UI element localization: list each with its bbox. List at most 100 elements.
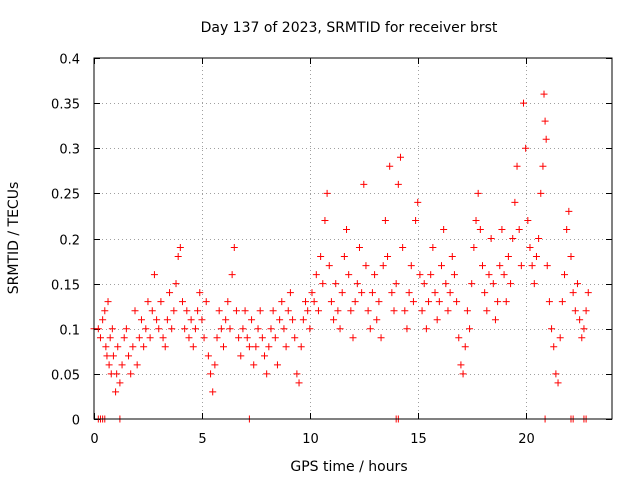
data-point: [351, 298, 359, 306]
data-point: [541, 117, 549, 125]
data-point: [96, 334, 104, 342]
data-point: [254, 325, 262, 333]
data-point: [578, 334, 586, 342]
y-tick-label: 0.3: [59, 143, 80, 158]
data-point: [282, 343, 290, 351]
data-point: [144, 298, 152, 306]
data-point: [198, 316, 206, 324]
data-point: [332, 280, 340, 288]
data-point: [401, 307, 409, 315]
x-tick-label: 10: [302, 432, 319, 447]
data-point: [330, 316, 338, 324]
data-point: [181, 325, 189, 333]
data-point: [105, 361, 113, 369]
data-point: [157, 298, 165, 306]
data-point: [312, 271, 320, 279]
data-point: [194, 307, 202, 315]
data-point: [386, 162, 394, 170]
y-tick-label: 0.4: [59, 53, 80, 68]
data-point: [403, 325, 411, 333]
data-point: [353, 280, 361, 288]
data-point: [183, 307, 191, 315]
data-point: [222, 316, 230, 324]
data-point: [118, 361, 126, 369]
y-tick-label: 0.1: [59, 324, 80, 339]
data-point: [293, 370, 301, 378]
data-point: [137, 316, 145, 324]
data-point: [325, 262, 333, 270]
data-point: [558, 298, 566, 306]
data-point: [127, 370, 135, 378]
data-point: [140, 343, 148, 351]
data-point: [511, 198, 519, 206]
data-point: [103, 352, 111, 360]
data-point: [472, 216, 480, 224]
data-point: [204, 352, 212, 360]
data-point: [565, 207, 573, 215]
data-point: [250, 361, 258, 369]
data-point: [112, 388, 120, 396]
data-point: [520, 99, 528, 107]
data-point: [483, 307, 491, 315]
data-point: [252, 343, 260, 351]
data-point: [548, 325, 556, 333]
data-point: [487, 235, 495, 242]
data-point: [135, 334, 143, 342]
data-point: [176, 244, 184, 252]
data-point: [308, 289, 316, 297]
data-point: [168, 325, 176, 333]
data-point: [321, 216, 329, 224]
data-point: [358, 289, 366, 297]
data-point: [561, 271, 569, 279]
data-point: [375, 298, 383, 306]
data-point: [366, 325, 374, 333]
data-point: [148, 307, 156, 315]
data-point: [573, 280, 581, 288]
data-point: [122, 325, 130, 333]
data-point: [535, 235, 543, 242]
data-point: [399, 244, 407, 252]
data-point: [196, 289, 204, 297]
data-point: [189, 343, 197, 351]
data-point: [178, 298, 186, 306]
data-point: [515, 225, 523, 233]
data-point: [258, 334, 266, 342]
data-point: [114, 343, 122, 351]
data-point: [522, 144, 530, 152]
data-point: [241, 307, 249, 315]
data-point: [379, 262, 387, 270]
data-point: [446, 289, 454, 297]
data-point: [220, 343, 227, 351]
data-point: [106, 334, 114, 342]
data-point: [418, 307, 426, 315]
data-point: [420, 280, 428, 288]
data-point: [295, 379, 303, 387]
x-tick-label: 20: [518, 432, 535, 447]
data-point: [504, 253, 512, 261]
data-point: [567, 253, 575, 261]
data-point: [388, 289, 396, 297]
data-point: [299, 316, 307, 324]
data-point: [191, 325, 199, 333]
data-point: [310, 298, 318, 306]
data-point: [323, 189, 331, 197]
y-tick-label: 0.05: [51, 369, 80, 384]
data-point: [496, 262, 504, 270]
data-point: [94, 325, 102, 333]
data-point: [224, 298, 232, 306]
data-points: [90, 90, 592, 423]
data-point: [470, 244, 478, 252]
data-point: [267, 325, 275, 333]
data-point: [230, 244, 238, 252]
y-tick-label: 0: [72, 414, 80, 429]
y-tick-label: 0.35: [51, 98, 80, 113]
data-point: [248, 316, 256, 324]
data-point: [479, 262, 486, 270]
data-point: [155, 325, 163, 333]
data-point: [340, 253, 348, 261]
data-point: [422, 325, 430, 333]
data-point: [476, 225, 484, 233]
data-point: [265, 343, 273, 351]
data-point: [463, 307, 471, 315]
